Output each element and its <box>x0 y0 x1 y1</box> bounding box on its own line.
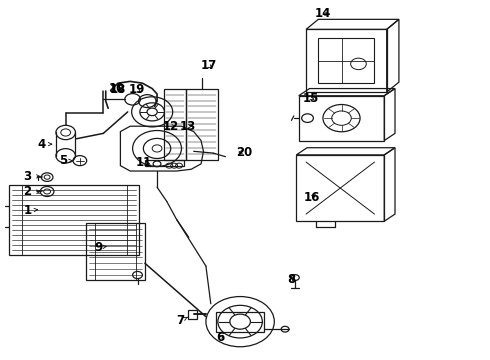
Text: 1: 1 <box>24 204 38 217</box>
Text: 14: 14 <box>315 7 331 20</box>
Bar <box>145 160 184 166</box>
Bar <box>306 30 387 92</box>
Bar <box>188 310 196 319</box>
Text: 2: 2 <box>24 185 40 198</box>
Text: 3: 3 <box>24 170 40 183</box>
Text: 9: 9 <box>94 241 106 254</box>
Bar <box>216 312 264 332</box>
Text: 12: 12 <box>163 120 179 133</box>
Text: 17: 17 <box>200 59 217 72</box>
Text: 6: 6 <box>217 331 225 344</box>
Text: 4: 4 <box>37 138 51 150</box>
Text: 11: 11 <box>136 156 152 169</box>
Text: 7: 7 <box>176 314 187 327</box>
Text: 13: 13 <box>179 120 196 133</box>
Text: 5: 5 <box>59 154 73 167</box>
Text: 10: 10 <box>108 82 124 95</box>
Text: 19: 19 <box>128 83 145 96</box>
Text: 15: 15 <box>303 92 319 105</box>
Text: 20: 20 <box>236 145 252 158</box>
Bar <box>296 155 384 221</box>
Text: 16: 16 <box>304 191 320 204</box>
Bar <box>186 89 218 160</box>
Text: 8: 8 <box>287 273 295 286</box>
Bar <box>164 89 186 160</box>
Bar <box>318 39 374 83</box>
Text: 18: 18 <box>110 83 126 96</box>
Bar <box>299 96 384 140</box>
